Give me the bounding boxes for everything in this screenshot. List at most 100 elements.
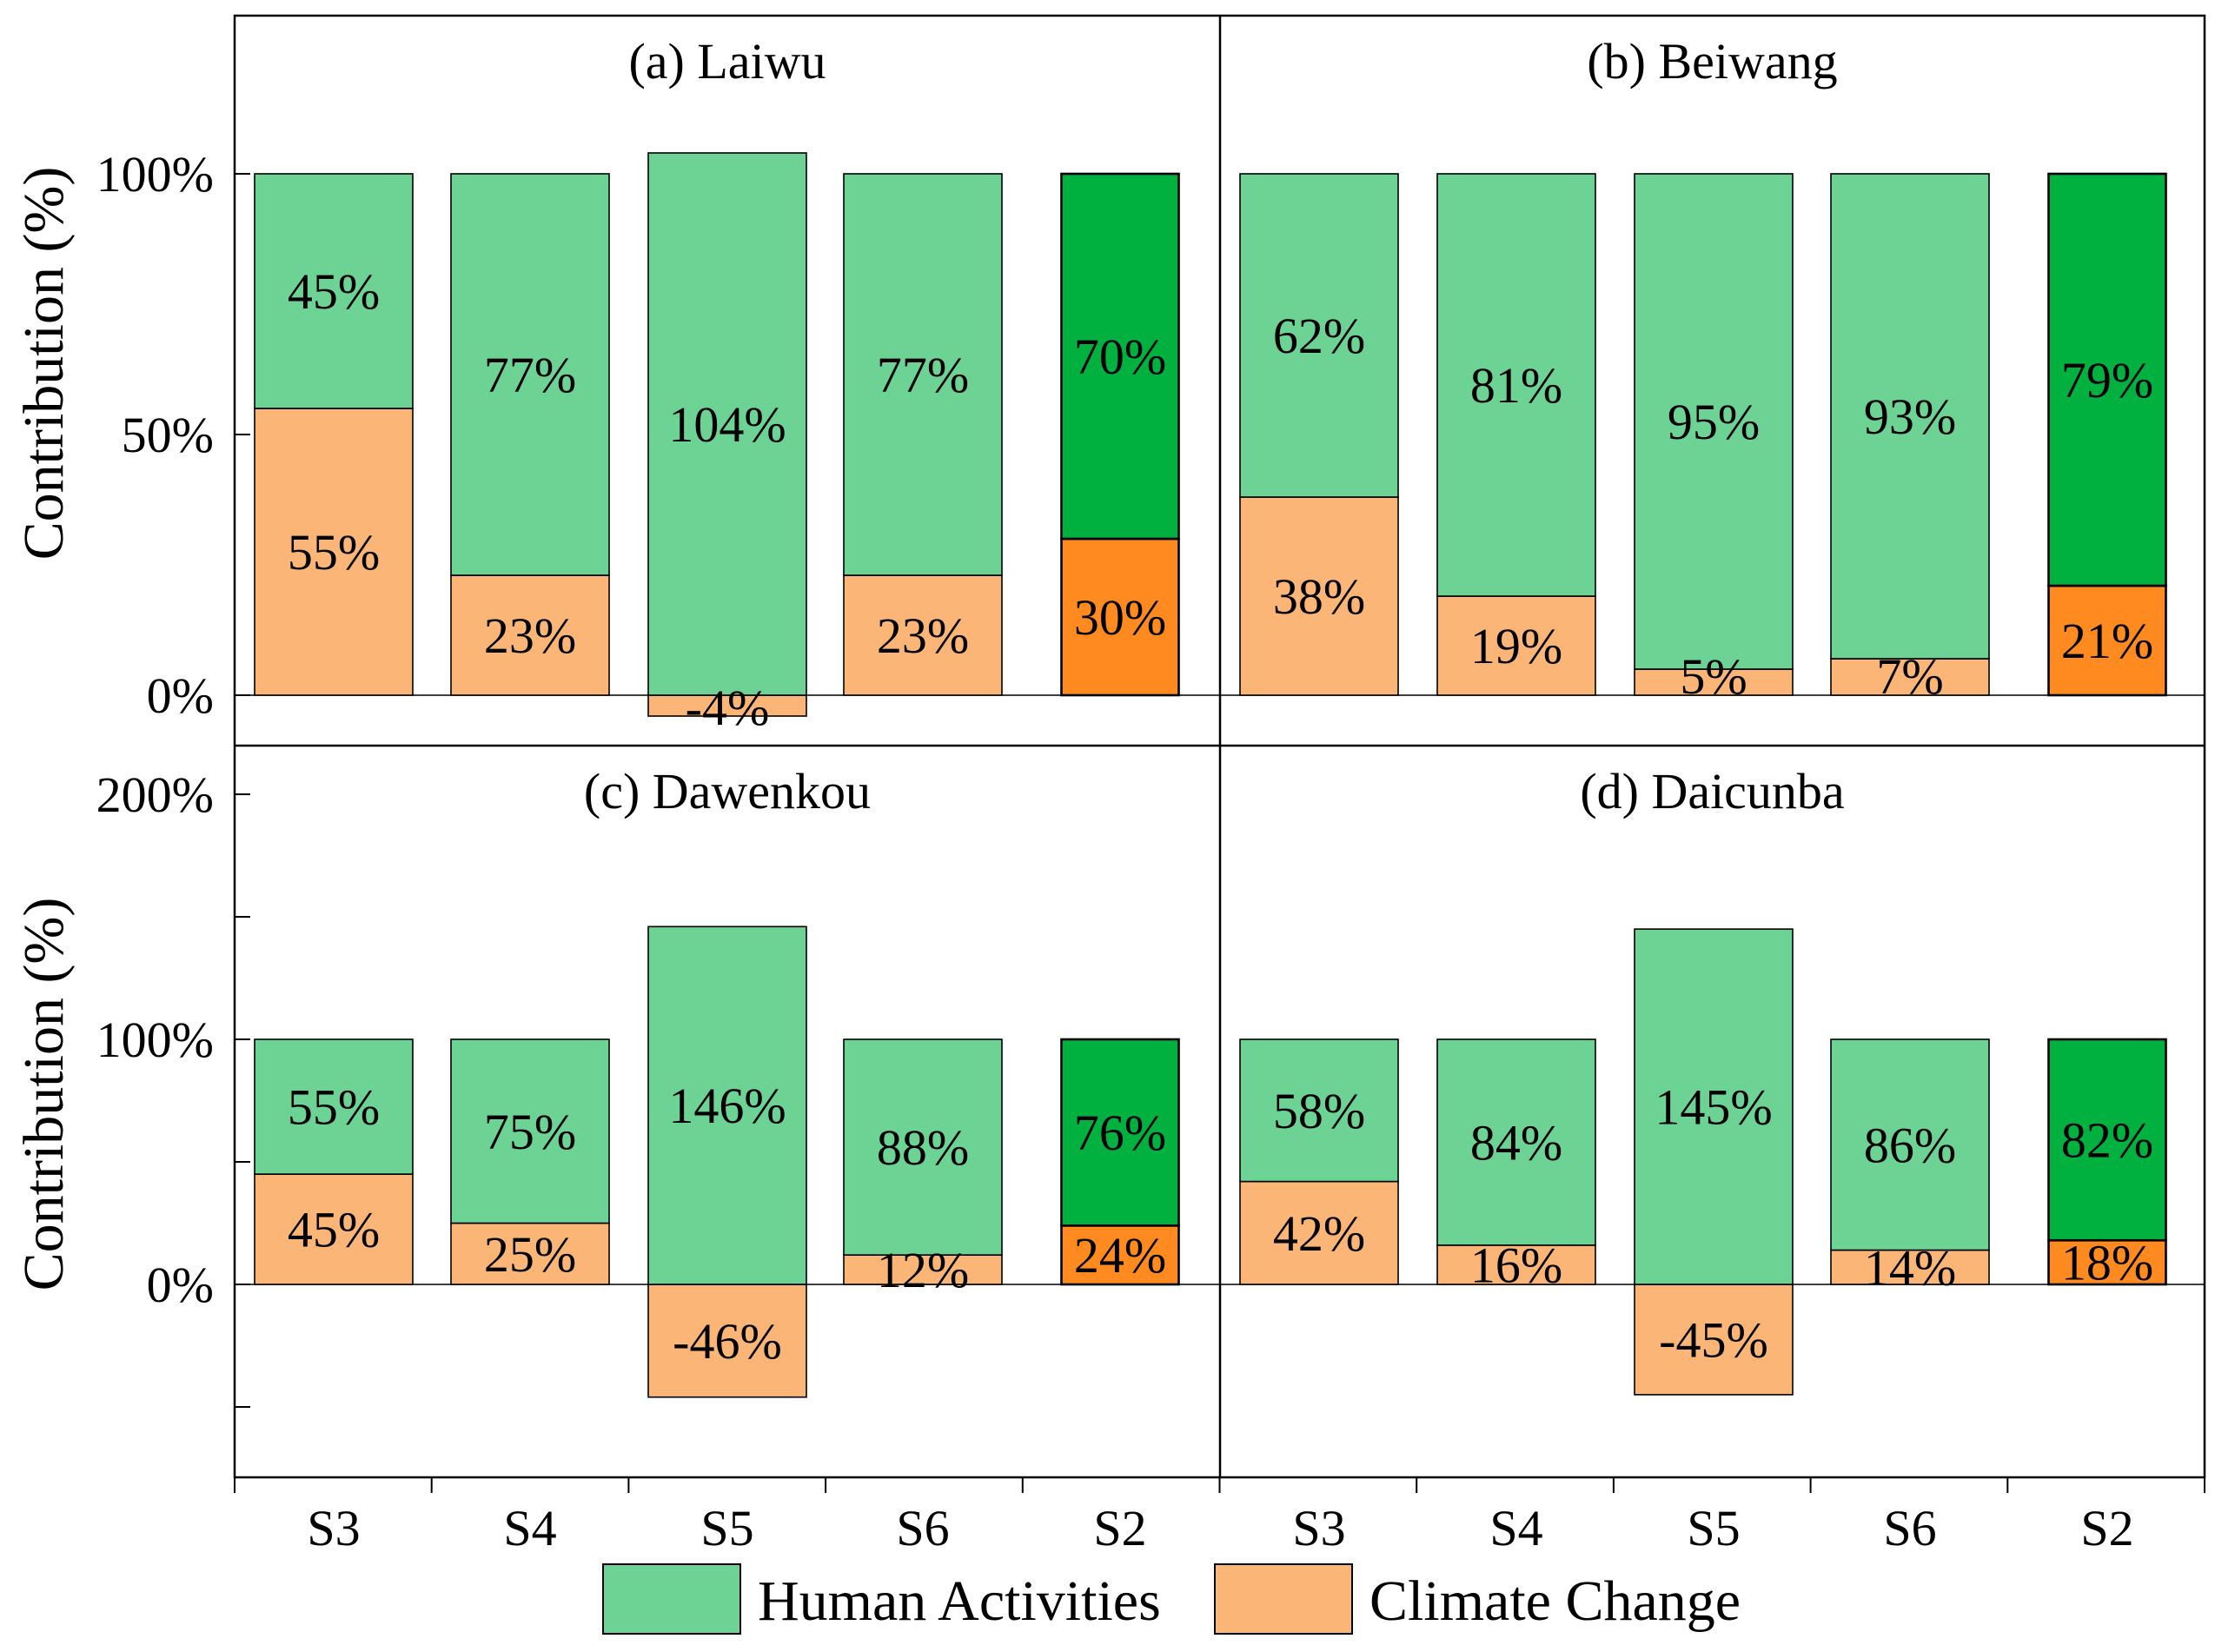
panel-2-bar-climate-S3 [1239,496,1399,696]
panel-3-title: (c) Dawenkou [584,763,871,819]
panel-1-title: (a) Laiwu [628,33,826,90]
panel-2-label-climate-S3: 38% [1273,568,1365,625]
panel-3-bar-human-S6 [843,1038,1003,1256]
panel-3-bar-climate-S4 [450,1222,610,1285]
panel-4-label-human-S2: 82% [2061,1112,2153,1169]
panel-4-label-human-S5: 145% [1655,1079,1772,1136]
panel-4-bar-human-S6 [1830,1038,1990,1251]
panel-3-label-climate-S6: 12% [877,1242,969,1298]
panel-3-label-human-S4: 75% [484,1104,576,1160]
panel-4-bar-human-S4 [1436,1038,1596,1246]
panel-3-bar-human-S5 [647,926,807,1285]
x-tick-label-S4: S4 [1489,1500,1542,1556]
panel-4-bar-climate-S2 [2047,1238,2167,1286]
panel-1-ytick-label: 0% [147,667,214,724]
x-tick-label-S5: S5 [1687,1500,1740,1556]
panel-2-bar-climate-S5 [1634,668,1794,696]
panel-1-label-human-S4: 77% [484,347,576,403]
panel-4-label-climate-S4: 16% [1470,1237,1562,1293]
panel-1-bar-human-S6 [843,173,1003,576]
panel-1-bar-climate-S3 [254,408,414,696]
panel-3-bar-climate-S5 [647,1284,807,1398]
panel-1-label-climate-S2: 30% [1074,589,1166,646]
panel-4-title: (d) Daicunba [1580,763,1844,819]
panel-1-bar-climate-S5 [647,694,807,717]
panel-2-label-climate-S2: 21% [2061,613,2153,669]
panel-2-label-climate-S4: 19% [1470,618,1562,674]
panel-2-label-climate-S6: 7% [1876,648,1943,705]
panel-4-label-human-S4: 84% [1470,1114,1562,1171]
legend-label-human-activities: Human Activities [758,1569,1161,1633]
panel-1-label-climate-S6: 23% [877,607,969,664]
x-tick-label-S4: S4 [503,1500,556,1556]
x-tick-label-S3: S3 [307,1500,360,1556]
y-axis-title-top: Contribution (%) [12,167,76,561]
panel-2-bar-human-S5 [1634,173,1794,670]
panel-4-label-climate-S5: -45% [1659,1311,1768,1368]
panel-2-label-human-S4: 81% [1470,357,1562,414]
panel-2-bar-climate-S2 [2047,584,2167,697]
panel-4-label-climate-S3: 42% [1273,1205,1365,1262]
x-tick-label-S2: S2 [1093,1500,1146,1556]
panel-3-bar-human-S4 [450,1038,610,1224]
panel-4-bar-human-S2 [2047,1038,2167,1242]
panel-2-bar-human-S2 [2047,172,2167,587]
panel-3-bar-climate-S2 [1060,1224,1180,1286]
panel-3-label-climate-S5: -46% [673,1313,782,1370]
y-axis-title-bottom: Contribution (%) [12,898,76,1291]
panel-1-label-human-S3: 45% [288,263,380,320]
panel-4-label-climate-S2: 18% [2061,1235,2153,1291]
panel-4-bar-human-S3 [1239,1038,1399,1183]
panel-4-bar-climate-S5 [1634,1284,1794,1396]
panel-2-label-human-S6: 93% [1864,388,1956,445]
x-tick-label-S6: S6 [1883,1500,1936,1556]
panel-2-bar-climate-S4 [1436,595,1596,696]
panel-4-bar-climate-S3 [1239,1180,1399,1285]
panel-2-bar-human-S6 [1830,173,1990,660]
legend-swatch-climate-change [1214,1563,1353,1635]
panel-1-bar-human-S3 [254,173,414,409]
panel-3-ytick-label: 100% [96,1012,214,1068]
panel-3-label-climate-S4: 25% [484,1226,576,1283]
panel-1-bar-human-S2 [1060,172,1180,541]
panel-4-bar-climate-S4 [1436,1244,1596,1285]
panel-3-label-climate-S3: 45% [288,1202,380,1258]
panel-3-ytick-label: 0% [147,1257,214,1313]
x-tick-label-S2: S2 [2080,1500,2133,1556]
panel-2-bar-climate-S6 [1830,658,1990,696]
panel-3-ytick-label: 200% [96,766,214,823]
panel-3-bar-human-S3 [254,1038,414,1175]
panel-1-label-human-S6: 77% [877,347,969,403]
panel-3-label-human-S2: 76% [1074,1105,1166,1161]
legend-label-climate-change: Climate Change [1369,1569,1741,1633]
x-tick-label-S3: S3 [1292,1500,1345,1556]
panel-2-label-human-S2: 79% [2061,352,2153,408]
panel-1-label-human-S5: 104% [668,396,786,453]
panel-4-label-human-S3: 58% [1273,1083,1365,1139]
panel-2-label-human-S5: 95% [1668,394,1760,450]
panel-1-bar-human-S5 [647,152,807,696]
panel-1-label-climate-S3: 55% [288,524,380,581]
panel-3-bar-climate-S3 [254,1173,414,1285]
panel-1-label-human-S2: 70% [1074,328,1166,385]
panel-3-label-human-S5: 146% [668,1078,786,1134]
panel-4-label-climate-S6: 14% [1864,1239,1956,1296]
panel-2-bar-human-S3 [1239,173,1399,498]
panel-3-label-climate-S2: 24% [1074,1227,1166,1284]
panel-3-label-human-S3: 55% [288,1079,380,1136]
panel-4-bar-human-S5 [1634,928,1794,1285]
x-tick-label-S6: S6 [896,1500,949,1556]
panel-1-bar-climate-S6 [843,574,1003,696]
panel-3-label-human-S6: 88% [877,1119,969,1176]
panel-1-ytick-label: 50% [122,407,214,463]
panel-2-title: (b) Beiwang [1587,33,1837,90]
panel-2-label-human-S3: 62% [1273,308,1365,364]
panel-2-label-climate-S5: 5% [1680,648,1747,705]
legend-swatch-human-activities [602,1563,741,1635]
panel-4-label-human-S6: 86% [1864,1117,1956,1173]
panel-3-bar-human-S2 [1060,1038,1180,1227]
panel-1-label-climate-S5: -4% [686,680,770,736]
panel-1-bar-climate-S2 [1060,537,1180,697]
panel-1-label-climate-S4: 23% [484,607,576,664]
